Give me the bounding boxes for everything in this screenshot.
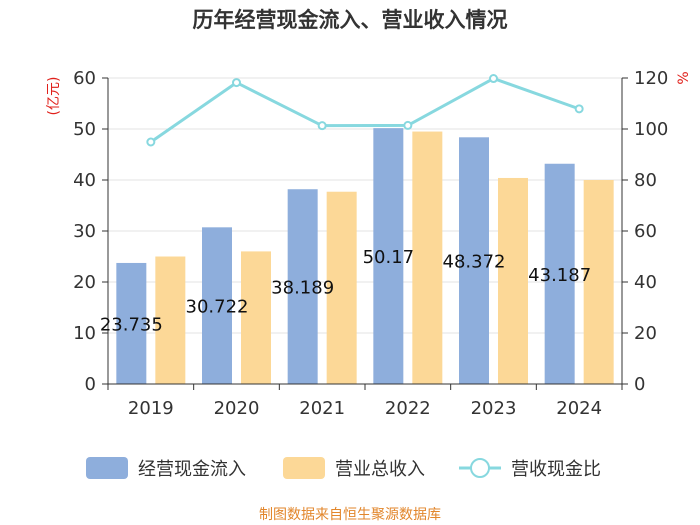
legend-swatch <box>86 457 128 479</box>
left-tick-label: 0 <box>85 374 96 395</box>
bar-labels: 23.735 30.722 38.189 50.17 48.372 43.187 <box>100 247 591 335</box>
left-tick-label: 40 <box>73 170 96 191</box>
bar-cash-inflow <box>116 262 147 384</box>
left-tick-label: 60 <box>73 68 96 89</box>
ratio-point <box>489 74 498 84</box>
bar-cash-inflow <box>287 189 318 384</box>
left-tick-label: 10 <box>73 323 96 344</box>
right-tick-label: 80 <box>634 170 657 191</box>
ratio-point <box>232 78 241 88</box>
bar-value-label: 50.17 <box>363 247 415 268</box>
ratio-point <box>403 120 413 130</box>
chart-title: 历年经营现金流入、营业收入情况 <box>193 8 508 32</box>
right-tick-label: 0 <box>634 374 645 395</box>
bar-value-label: 48.372 <box>443 252 506 273</box>
right-axis-unit: % <box>676 71 692 84</box>
x-tick-label: 2023 <box>471 398 517 419</box>
left-tick-label: 30 <box>73 221 96 242</box>
source-note: 制图数据来自恒生聚源数据库 <box>259 507 441 523</box>
gridlines <box>108 77 622 334</box>
bar-cash-inflow <box>373 128 404 384</box>
right-tick-label: 60 <box>634 221 657 242</box>
bar-cash-inflow <box>544 163 575 384</box>
ratio-point <box>317 121 327 131</box>
legend-label: 经营现金流入 <box>138 459 246 480</box>
ratio-point <box>574 104 584 114</box>
legend-label: 营收现金比 <box>511 459 601 480</box>
legend-label: 营业总收入 <box>335 459 425 480</box>
bar-value-label: 38.189 <box>271 278 334 299</box>
bars <box>116 128 614 384</box>
left-tick-label: 20 <box>73 272 96 293</box>
right-tick-label: 40 <box>634 272 657 293</box>
bar-revenue <box>155 256 186 384</box>
right-tick-label: 100 <box>634 119 668 140</box>
right-tick-label: 120 <box>634 68 668 89</box>
bar-revenue <box>498 177 528 384</box>
axes: 0 10 20 30 40 50 60 0 20 40 60 80 100 120 2019 2020 2021… <box>73 68 668 419</box>
left-axis-unit: (亿元) <box>46 77 62 116</box>
ratio-line-path <box>149 76 580 144</box>
legend-marker <box>470 458 490 478</box>
bar-revenue <box>241 251 271 384</box>
ratio-point <box>146 137 156 147</box>
bar-value-label: 43.187 <box>528 265 591 286</box>
bar-cash-inflow <box>459 137 489 384</box>
bar-value-label: 30.722 <box>186 297 249 318</box>
legend: 经营现金流入 营业总收入 营收现金比 <box>86 457 601 480</box>
x-tick-label: 2020 <box>214 398 260 419</box>
right-tick-label: 20 <box>634 323 657 344</box>
legend-swatch <box>283 457 325 479</box>
bar-revenue <box>412 131 443 384</box>
left-tick-label: 50 <box>73 119 96 140</box>
x-tick-label: 2021 <box>299 398 345 419</box>
x-tick-label: 2019 <box>128 398 174 419</box>
bar-value-label: 23.735 <box>100 314 163 335</box>
x-tick-label: 2022 <box>385 398 431 419</box>
bar-revenue <box>583 180 614 384</box>
bar-cash-inflow <box>202 227 232 384</box>
x-tick-label: 2024 <box>556 398 602 419</box>
ratio-line <box>146 74 584 147</box>
bar-revenue <box>326 191 357 384</box>
